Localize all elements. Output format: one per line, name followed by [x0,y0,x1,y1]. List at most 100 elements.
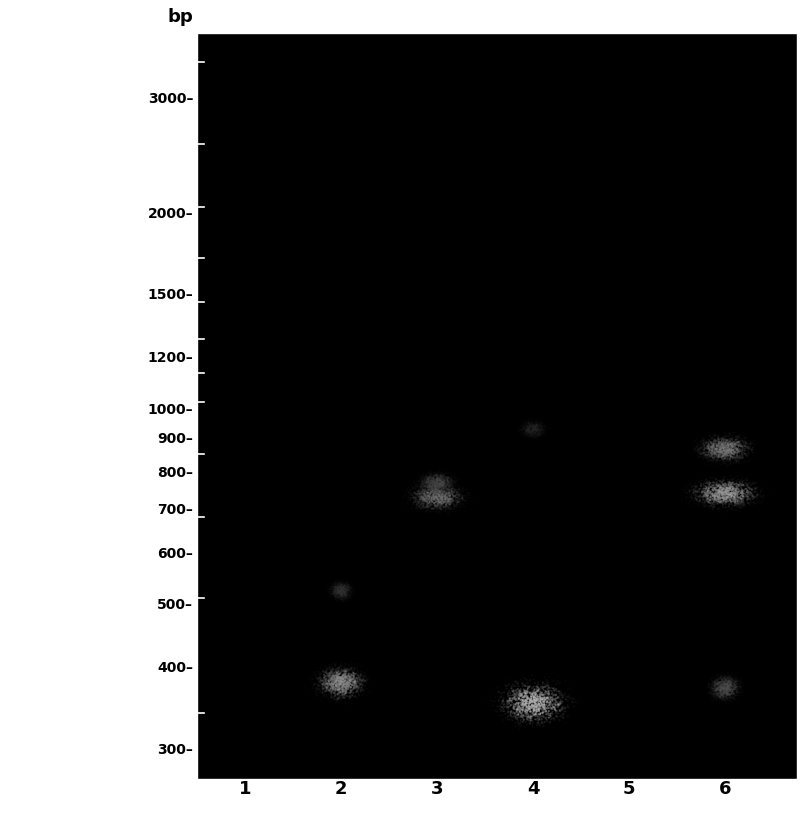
Point [326,217,339,230]
Point [520,95,533,108]
Point [407,308,419,321]
Point [737,308,749,322]
Point [426,304,439,317]
Point [527,383,540,396]
Point [349,221,361,234]
Point [697,353,710,366]
Point [338,215,351,228]
Point [432,324,445,337]
Point [522,380,535,393]
Point [422,326,435,339]
Point [344,143,357,156]
Point [745,355,758,368]
Point [716,354,729,367]
Point [498,120,511,133]
Point [530,376,543,389]
Point [334,122,347,135]
Point [710,315,723,328]
Point [708,350,721,363]
Point [713,107,726,120]
Point [435,301,448,314]
Point [697,361,710,375]
Point [692,348,705,361]
Point [535,103,547,116]
Point [703,337,716,350]
Point [339,117,352,130]
Point [408,321,421,334]
Point [704,355,717,368]
Point [440,308,452,322]
Point [349,124,361,137]
Point [333,122,346,135]
Point [444,325,457,338]
Point [333,222,346,235]
Point [432,304,445,317]
Point [716,110,729,123]
Point [728,105,741,118]
Point [342,220,355,233]
Point [709,108,722,121]
Point [534,105,547,118]
Point [329,207,342,220]
Point [338,122,351,135]
Point [721,119,734,132]
Point [714,109,727,122]
Point [723,121,736,134]
Point [720,118,733,131]
Point [337,125,350,138]
Point [713,119,726,132]
Point [718,360,731,373]
Point [509,89,522,102]
Point [536,377,549,390]
Point [431,315,444,328]
Point [530,381,543,394]
Point [703,357,716,370]
Point [345,220,357,233]
Point [724,101,737,114]
Point [705,121,718,134]
Point [706,355,719,368]
Point [534,362,547,375]
Point [544,385,557,398]
Point [433,325,446,338]
Point [419,304,431,317]
Point [530,375,543,388]
Point [698,370,711,384]
Point [349,123,361,136]
Point [320,118,332,131]
Point [705,117,718,130]
Point [728,117,741,130]
Point [444,306,457,319]
Point [320,132,333,145]
Point [431,308,444,322]
Point [724,127,737,140]
Point [724,310,737,323]
Point [712,313,725,326]
Point [343,128,356,141]
Point [444,316,457,329]
Point [550,378,563,391]
Point [350,114,363,127]
Point [689,318,702,331]
Point [416,321,429,334]
Point [336,205,349,218]
Point [351,108,364,121]
Point [751,342,764,355]
Point [727,351,740,364]
Point [327,211,340,224]
Point [719,321,732,334]
Point [713,116,726,129]
Point [440,313,453,326]
Point [535,382,548,395]
Point [726,304,739,317]
Point [416,321,429,334]
Point [535,370,547,383]
Point [398,313,411,326]
Point [723,373,736,386]
Point [707,368,720,381]
Point [729,314,741,327]
Point [410,308,423,321]
Point [427,320,440,333]
Point [327,107,340,120]
Point [434,303,447,316]
